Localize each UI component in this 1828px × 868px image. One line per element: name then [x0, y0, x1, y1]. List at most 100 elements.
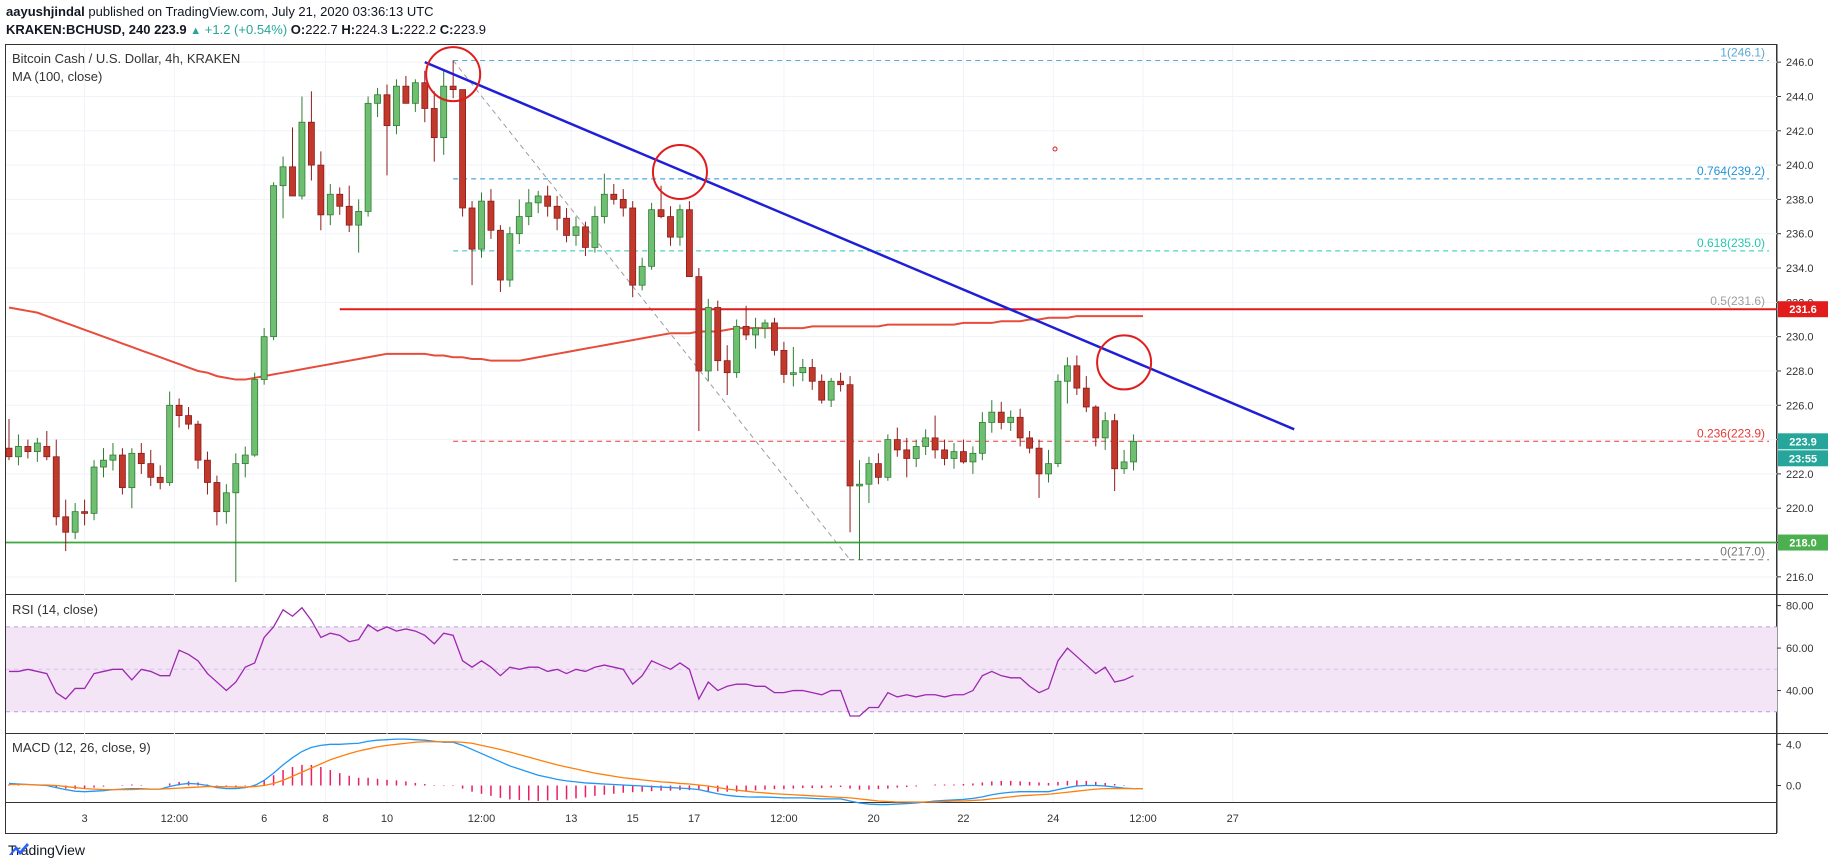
candle-body: [761, 322, 769, 329]
candle-body: [52, 456, 60, 518]
candle-body: [733, 325, 741, 374]
candle-body: [931, 437, 939, 451]
time-tick-label: 12:00: [1129, 813, 1157, 825]
candle-body: [402, 85, 410, 104]
candle-body: [336, 193, 344, 207]
macd-signal-line: [9, 741, 1143, 803]
fib-level-label: 0.764(239.2): [1697, 164, 1765, 178]
candle-body: [5, 447, 13, 458]
candle-body: [695, 276, 703, 372]
last-price-label: 223.9: [1789, 436, 1817, 448]
fib-level-label: 0.5(231.6): [1710, 294, 1765, 308]
candle-body: [771, 322, 778, 351]
time-tick-label: 20: [868, 813, 880, 825]
candle-body: [922, 437, 930, 447]
candle-body: [251, 379, 259, 456]
candle-body: [1111, 420, 1119, 470]
candle-body: [43, 446, 51, 458]
candle-body: [90, 466, 98, 514]
candle-body: [742, 325, 750, 336]
candle-body: [534, 195, 542, 204]
low-value: 222.2: [403, 22, 437, 37]
bearish-trendline: [424, 61, 1295, 431]
candle-body: [109, 454, 117, 461]
price-tick-label: 238.0: [1786, 194, 1814, 206]
candle-body: [1054, 380, 1062, 465]
candle-body: [204, 459, 211, 483]
price-tick-label: 220.0: [1786, 503, 1814, 515]
candle-body: [430, 108, 438, 139]
countdown-label: 23:55: [1789, 453, 1817, 465]
macd-line: [8, 738, 1143, 806]
open-label: O:: [290, 22, 306, 37]
candle-body: [950, 451, 958, 459]
candle-body: [289, 166, 296, 197]
low-label: L:: [391, 22, 404, 37]
candle-body: [676, 209, 684, 238]
countdown-label-bg: [1778, 450, 1828, 467]
time-tick-label: 12:00: [770, 813, 798, 825]
candle-body: [213, 482, 221, 513]
candle-body: [704, 307, 712, 372]
candle-body: [298, 121, 306, 197]
candle-body: [808, 367, 816, 382]
candle-body: [496, 229, 504, 281]
close-value: 223.9: [453, 22, 487, 37]
candle-body: [827, 380, 835, 401]
candle-body: [1092, 406, 1100, 439]
candle-body: [1064, 365, 1071, 382]
candle-body: [610, 193, 618, 200]
tradingview-footer[interactable]: TradingView: [8, 842, 85, 858]
candle-body: [119, 454, 126, 489]
macd-pane: [8, 738, 1143, 806]
candle-body: [307, 121, 315, 166]
price-tick-label: 234.0: [1786, 263, 1814, 275]
candle-body: [525, 202, 533, 217]
symbol-info: KRAKEN:BCHUSD, 240 223.9 ▲ +1.2 (+0.54%)…: [6, 22, 486, 37]
time-tick-label: 12:00: [468, 813, 496, 825]
candle-body: [657, 209, 665, 217]
candle-body: [667, 216, 674, 238]
last-price-label-bg: [1778, 433, 1828, 450]
macd-pane-title: MACD (12, 26, close, 9): [12, 740, 151, 755]
close-label: C:: [439, 22, 454, 37]
main-pane-title: Bitcoin Cash / U.S. Dollar, 4h, KRAKEN: [12, 51, 240, 66]
candle-body: [506, 233, 514, 281]
chart-frame: [5, 44, 1777, 834]
open-value: 222.7: [305, 22, 338, 37]
price-tick-label: 240.0: [1786, 160, 1814, 172]
publisher-name[interactable]: aayushjindal: [6, 4, 85, 19]
candle-body: [449, 85, 457, 91]
candle-body: [374, 94, 381, 104]
axes: 3 12:00 6 8 10 12:00 13 15 17 12:00 20 22 24 12:00 27 2…: [82, 57, 1828, 825]
candle-body: [912, 446, 920, 459]
candle-body: [629, 207, 637, 286]
price-tick-label: 242.0: [1786, 126, 1814, 138]
macd-tick-label: 4.0: [1786, 739, 1801, 751]
candle-body: [638, 265, 646, 286]
candle-body: [686, 209, 693, 278]
ma-indicator-label: MA (100, close): [12, 69, 102, 84]
publish-info: aayushjindal published on TradingView.co…: [6, 4, 434, 19]
candle-body: [780, 349, 788, 375]
candle-body: [1082, 387, 1090, 408]
candle-body: [100, 459, 107, 468]
time-tick-label: 15: [627, 813, 639, 825]
rsi-tick-label: 40.00: [1786, 686, 1814, 698]
fib-level-label: 0.618(235.0): [1697, 236, 1765, 250]
candle-body: [326, 193, 334, 216]
candle-body: [960, 451, 967, 463]
time-tick-label: 12:00: [161, 813, 189, 825]
time-tick-label: 24: [1047, 813, 1059, 825]
highlight-circle: [1096, 334, 1153, 391]
macd-tick-label: 0.0: [1786, 781, 1801, 793]
candle-body: [591, 216, 599, 248]
rsi-line: [9, 606, 1134, 717]
candle-body: [71, 511, 79, 533]
rsi-pane-title: RSI (14, close): [12, 602, 98, 617]
candle-body: [856, 483, 863, 487]
candle-body: [563, 217, 570, 236]
candle-body: [1073, 365, 1081, 389]
rsi-tick-label: 80.00: [1786, 601, 1814, 613]
